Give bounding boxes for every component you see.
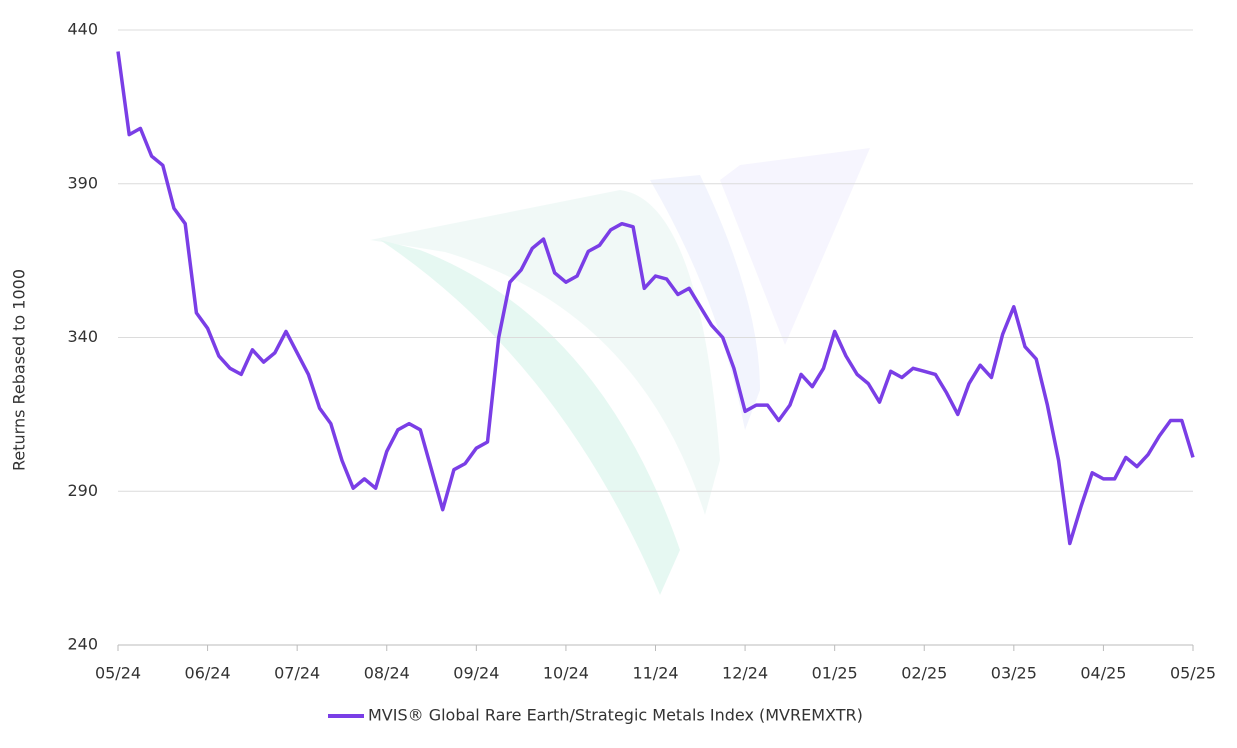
x-tick-label: 05/24 [95,664,141,683]
x-tick-label: 05/25 [1170,664,1216,683]
x-tick-label: 11/24 [632,664,678,683]
x-tick-label: 12/24 [722,664,768,683]
x-tick-label: 06/24 [185,664,231,683]
x-tick-label: 02/25 [901,664,947,683]
y-tick-label: 240 [67,635,98,654]
y-tick-label: 290 [67,481,98,500]
x-tick-label: 08/24 [364,664,410,683]
x-tick-label: 09/24 [453,664,499,683]
y-axis-label: Returns Rebased to 1000 [10,269,29,471]
y-tick-label: 390 [67,173,98,192]
line [116,51,1195,546]
x-tick-label: 07/24 [274,664,320,683]
watermark [370,148,870,595]
legend-label: MVIS® Global Rare Earth/Strategic Metals… [368,706,863,725]
x-tick-label: 10/24 [543,664,589,683]
x-tick-label: 01/25 [812,664,858,683]
y-tick-label: 440 [67,20,98,39]
x-tick-label: 04/25 [1080,664,1126,683]
y-tick-label: 340 [67,327,98,346]
x-tick-label: 03/25 [991,664,1037,683]
